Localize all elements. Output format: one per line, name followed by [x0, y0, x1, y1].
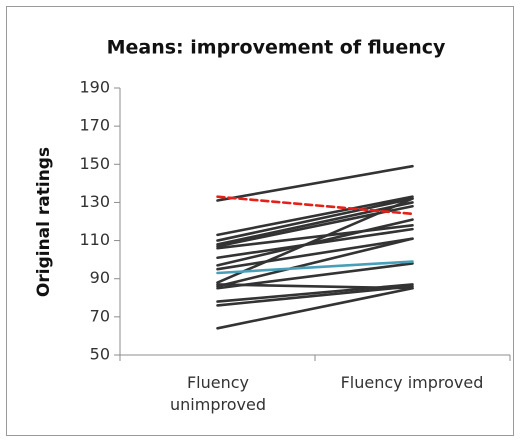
series-line: [216, 164, 414, 202]
series-line: [216, 285, 414, 307]
series-line: [216, 237, 414, 288]
y-tick-label: 110: [79, 230, 110, 249]
series-line: [216, 218, 414, 267]
series-line: [216, 283, 414, 303]
y-tick-label: 150: [79, 154, 110, 173]
y-axis-label: Original ratings: [34, 147, 54, 297]
chart-frame: [6, 6, 514, 436]
y-tick-label: 90: [90, 268, 110, 287]
series-line: [216, 201, 414, 246]
series-line: [216, 197, 414, 242]
x-tick-label: Fluency unimproved: [170, 373, 266, 414]
series-line: [216, 237, 414, 271]
series-line: [216, 195, 414, 216]
y-tick-label: 130: [79, 192, 110, 211]
y-tick-label: 70: [90, 306, 110, 325]
x-tick-label: Fluency improved: [340, 373, 484, 392]
series-line: [216, 260, 414, 275]
y-tick-label: 50: [90, 345, 110, 364]
y-tick-label: 170: [79, 116, 110, 135]
chart-title: Means: improvement of fluency: [107, 37, 446, 59]
y-tick-label: 190: [79, 78, 110, 97]
series-line: [216, 224, 414, 250]
series-line: [216, 286, 414, 330]
series-line: [216, 195, 414, 237]
series-line: [216, 197, 414, 284]
